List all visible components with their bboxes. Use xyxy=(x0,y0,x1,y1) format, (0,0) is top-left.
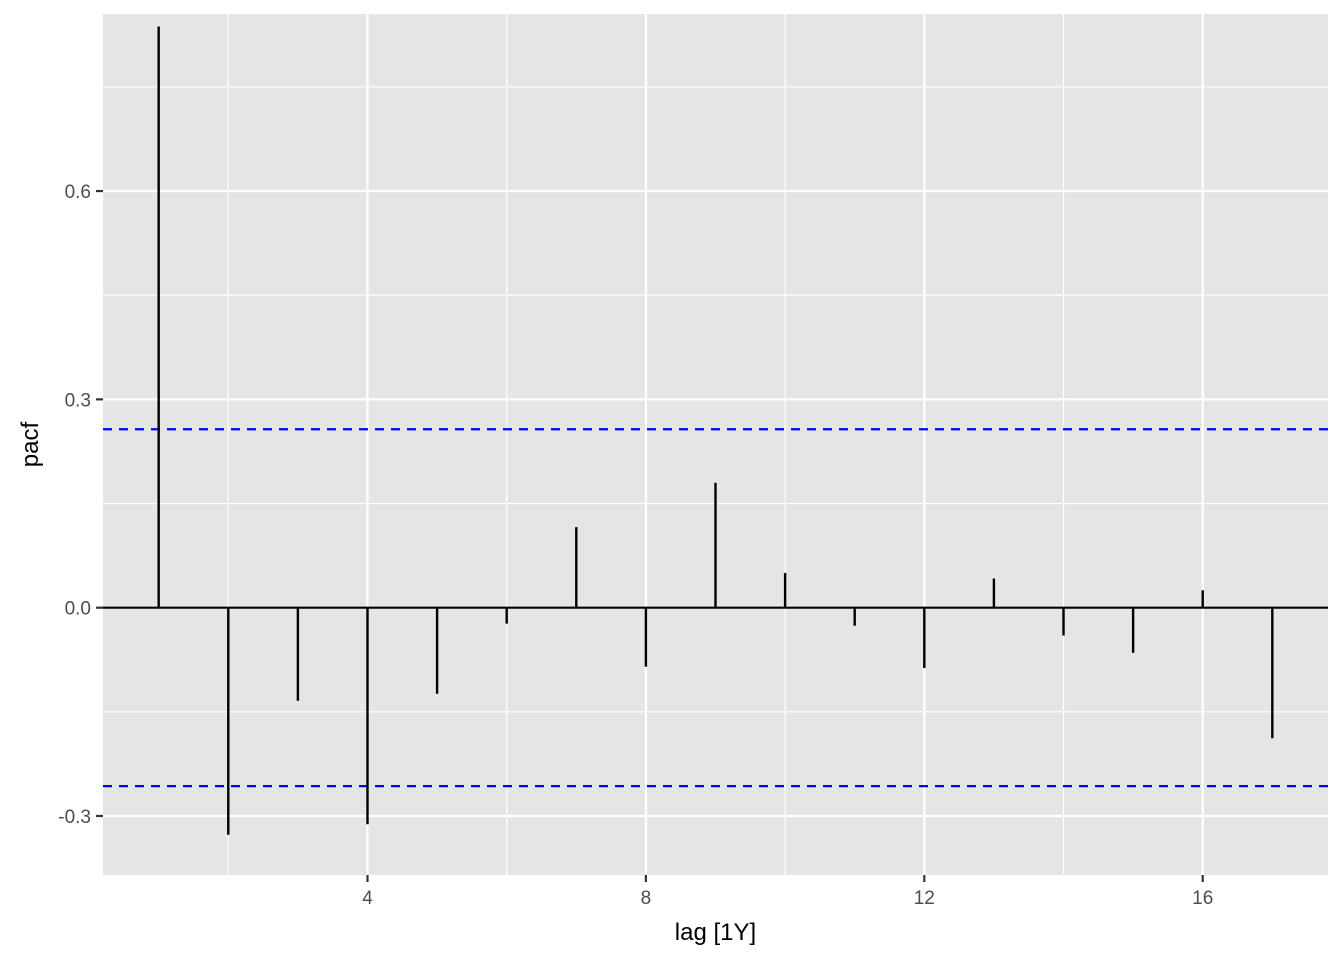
y-tick-label: -0.3 xyxy=(58,807,91,828)
y-tick-label: 0.6 xyxy=(65,182,91,203)
confidence-bounds xyxy=(103,428,1328,788)
x-tick-label: 16 xyxy=(1192,888,1213,909)
y-axis: -0.3 0.0 0.3 0.6 xyxy=(58,182,103,828)
y-tick-label: 0.3 xyxy=(65,390,91,411)
x-tick-label: 12 xyxy=(914,888,935,909)
x-tick-label: 8 xyxy=(641,888,652,909)
x-axis-title: lag [1Y] xyxy=(675,919,756,946)
y-tick-label: 0.0 xyxy=(65,599,91,620)
x-tick-label: 4 xyxy=(362,888,373,909)
plot-panel xyxy=(103,14,1328,875)
pacf-bars xyxy=(157,26,1274,835)
y-axis-title: pacf xyxy=(17,421,44,467)
x-axis: 4 8 12 16 xyxy=(362,875,1213,909)
